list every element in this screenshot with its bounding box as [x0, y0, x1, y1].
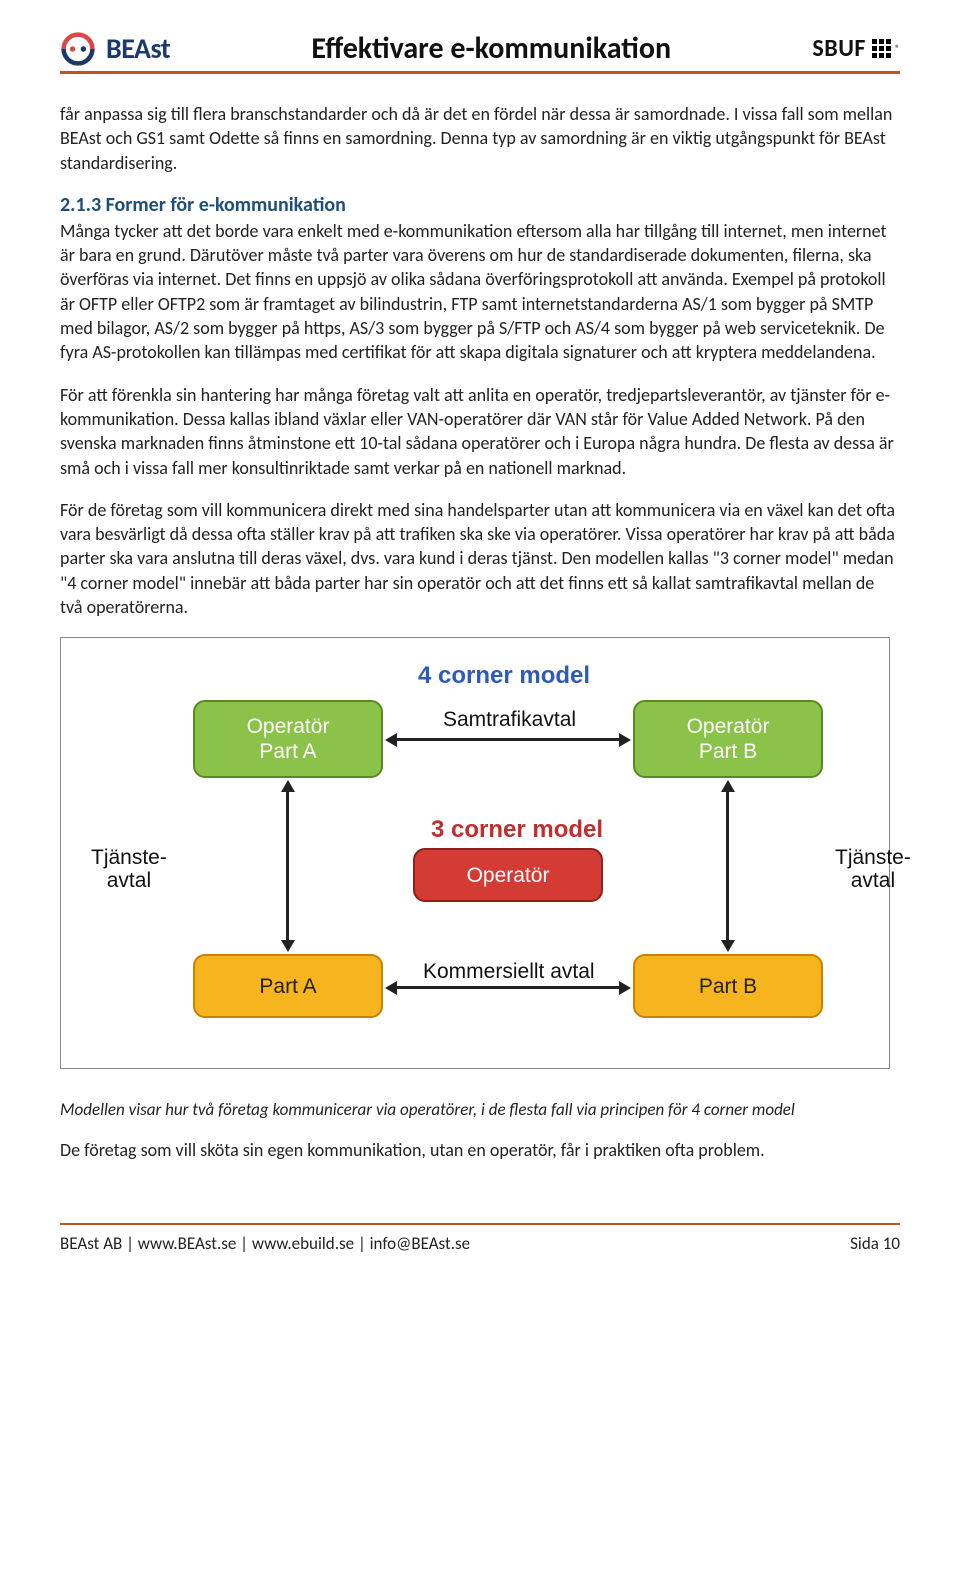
label-samtrafik: Samtrafikavtal	[443, 708, 576, 731]
document-page: BEAst Effektivare e-kommunikation SBUF ®…	[0, 0, 960, 1274]
footer-right: Sida 10	[850, 1233, 900, 1254]
label-line: Tjänste-	[835, 846, 911, 869]
page-header: BEAst Effektivare e-kommunikation SBUF ®	[60, 30, 900, 74]
box-label: Part A	[259, 739, 316, 764]
arrow-left	[286, 790, 289, 942]
page-title: Effektivare e-kommunikation	[311, 30, 671, 67]
footer-left: BEAst AB | www.BEAst.se | www.ebuild.se …	[60, 1233, 470, 1254]
label-kommersiellt: Kommersiellt avtal	[423, 960, 595, 983]
diagram-title-3corner: 3 corner model	[431, 816, 603, 844]
label-line: avtal	[835, 869, 911, 892]
diagram-container: 4 corner model 3 corner model Operatör P…	[60, 637, 890, 1069]
box-operator-a: Operatör Part A	[193, 700, 383, 778]
diagram-title-4corner: 4 corner model	[418, 662, 590, 690]
page-footer: BEAst AB | www.BEAst.se | www.ebuild.se …	[60, 1223, 900, 1254]
label-line: Tjänste-	[91, 846, 167, 869]
box-label: Operatör	[247, 714, 330, 739]
registered-mark: ®	[895, 42, 900, 55]
box-operator-center: Operatör	[413, 848, 603, 902]
label-line: avtal	[91, 869, 167, 892]
paragraph-5: De företag som vill sköta sin egen kommu…	[60, 1138, 900, 1162]
paragraph-1: får anpassa sig till flera branschstanda…	[60, 102, 900, 175]
label-tjanste-right: Tjänste- avtal	[835, 846, 911, 892]
box-label: Operatör	[687, 714, 770, 739]
box-part-b: Part B	[633, 954, 823, 1018]
corner-model-diagram: 4 corner model 3 corner model Operatör P…	[73, 656, 877, 1056]
label-tjanste-left: Tjänste- avtal	[91, 846, 167, 892]
box-operator-b: Operatör Part B	[633, 700, 823, 778]
sbuf-dots-icon	[872, 39, 891, 58]
box-label: Operatör	[467, 863, 550, 888]
paragraph-3: För att förenkla sin hantering har många…	[60, 383, 900, 480]
arrow-bottom	[395, 986, 621, 989]
box-label: Part A	[259, 974, 316, 999]
diagram-caption: Modellen visar hur två företag kommunice…	[60, 1099, 900, 1120]
arrow-right	[726, 790, 729, 942]
box-label: Part B	[699, 739, 757, 764]
beast-icon	[60, 31, 96, 67]
arrow-top	[395, 738, 621, 741]
paragraph-2: Många tycker att det borde vara enkelt m…	[60, 219, 900, 365]
beast-logo-text: BEAst	[106, 31, 170, 66]
paragraph-4: För de företag som vill kommunicera dire…	[60, 498, 900, 619]
sbuf-logo-text: SBUF	[812, 34, 865, 63]
logo-sbuf: SBUF ®	[812, 34, 900, 63]
box-part-a: Part A	[193, 954, 383, 1018]
logo-beast: BEAst	[60, 31, 170, 67]
box-label: Part B	[699, 974, 757, 999]
section-heading: 2.1.3 Former för e-kommunikation	[60, 193, 900, 217]
